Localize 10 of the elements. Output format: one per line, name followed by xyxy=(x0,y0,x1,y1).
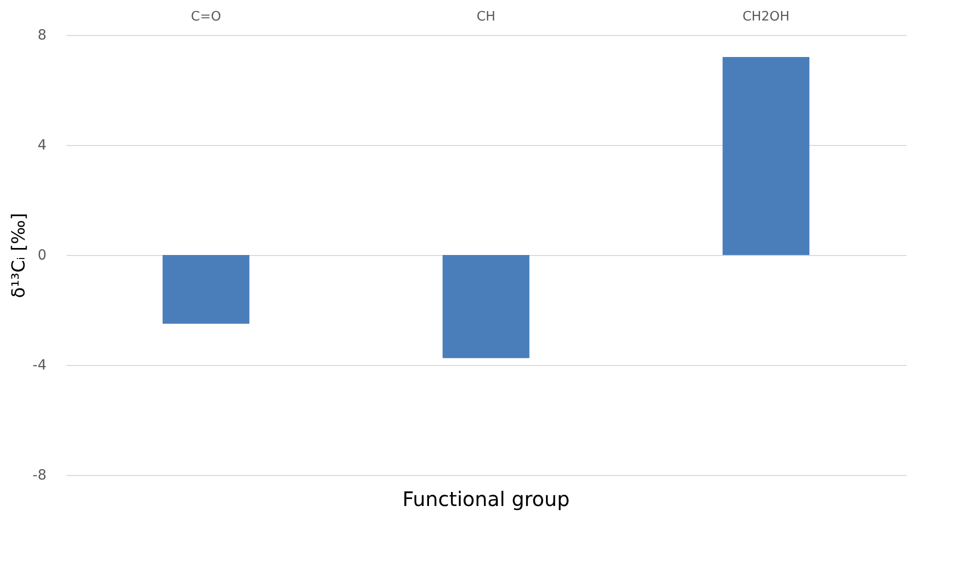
x-tick-label: C=O xyxy=(190,10,222,24)
x-axis-title: Functional group xyxy=(402,487,570,511)
y-axis-title: δ¹³Cᵢ [‰] xyxy=(8,212,30,298)
x-tick-label: CH2OH xyxy=(742,10,790,24)
y-tick-label: -4 xyxy=(32,358,47,374)
y-tick-label: 8 xyxy=(38,28,46,44)
y-tick-label: 4 xyxy=(38,138,47,154)
y-tick-label: -8 xyxy=(32,468,46,484)
x-tick-label: CH xyxy=(476,10,496,24)
y-tick-label: 0 xyxy=(38,248,46,264)
